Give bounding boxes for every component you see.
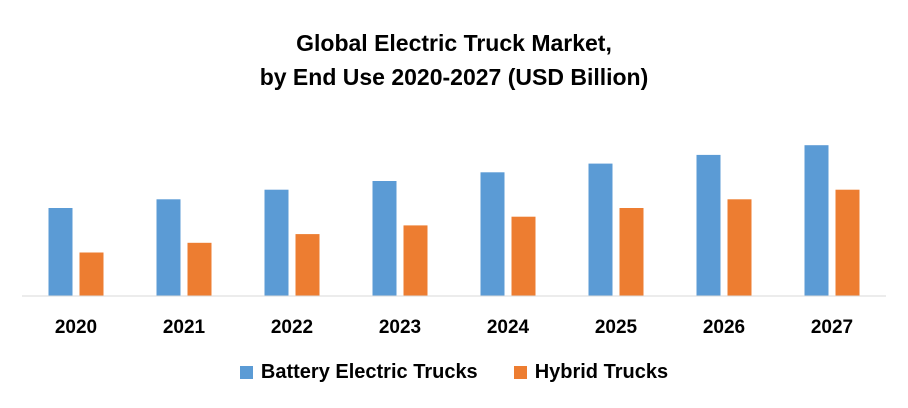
legend-swatch-battery-electric-trucks <box>239 366 253 379</box>
x-tick-label-2027: 2027 <box>811 317 853 338</box>
bar-battery-electric-trucks-2022 <box>264 189 289 296</box>
bar-hybrid-trucks-2020 <box>79 252 104 296</box>
x-tick-label-2026: 2026 <box>703 317 745 338</box>
x-tick-label-2020: 2020 <box>55 317 97 338</box>
legend-swatch-hybrid-trucks <box>513 366 527 379</box>
bar-hybrid-trucks-2021 <box>187 242 212 296</box>
bar-hybrid-trucks-2024 <box>511 216 536 296</box>
bars-group <box>48 145 860 296</box>
bar-battery-electric-trucks-2027 <box>804 145 829 296</box>
bar-battery-electric-trucks-2026 <box>696 154 721 296</box>
bar-hybrid-trucks-2025 <box>619 208 644 296</box>
bar-hybrid-trucks-2023 <box>403 225 428 296</box>
x-tick-label-2024: 2024 <box>487 317 530 338</box>
legend-item-battery-electric-trucks: Battery Electric Trucks <box>239 361 478 384</box>
x-tick-labels: 2020 2021 2022 2023 2024 2025 2026 2027 <box>55 317 853 338</box>
legend: Battery Electric Trucks Hybrid Trucks <box>0 361 908 384</box>
bar-hybrid-trucks-2026 <box>727 199 752 296</box>
bar-hybrid-trucks-2022 <box>295 234 320 296</box>
bar-hybrid-trucks-2027 <box>835 189 860 296</box>
legend-item-hybrid-trucks: Hybrid Trucks <box>513 361 669 384</box>
chart-title-line-2: by End Use 2020-2027 (USD Billion) <box>259 64 649 90</box>
chart-title: Global Electric Truck Market, by End Use… <box>0 26 908 94</box>
chart-title-line-1: Global Electric Truck Market, <box>296 30 612 56</box>
x-tick-label-2023: 2023 <box>379 317 421 338</box>
bar-battery-electric-trucks-2020 <box>48 208 73 296</box>
bar-battery-electric-trucks-2023 <box>372 181 397 296</box>
bar-battery-electric-trucks-2025 <box>588 163 613 296</box>
x-tick-label-2022: 2022 <box>271 317 313 338</box>
legend-label-hybrid-trucks: Hybrid Trucks <box>534 361 669 383</box>
legend-label-battery-electric-trucks: Battery Electric Trucks <box>260 361 478 383</box>
bar-battery-electric-trucks-2021 <box>156 199 181 296</box>
x-tick-label-2021: 2021 <box>163 317 206 338</box>
bar-battery-electric-trucks-2024 <box>480 172 505 296</box>
x-tick-label-2025: 2025 <box>595 317 638 338</box>
